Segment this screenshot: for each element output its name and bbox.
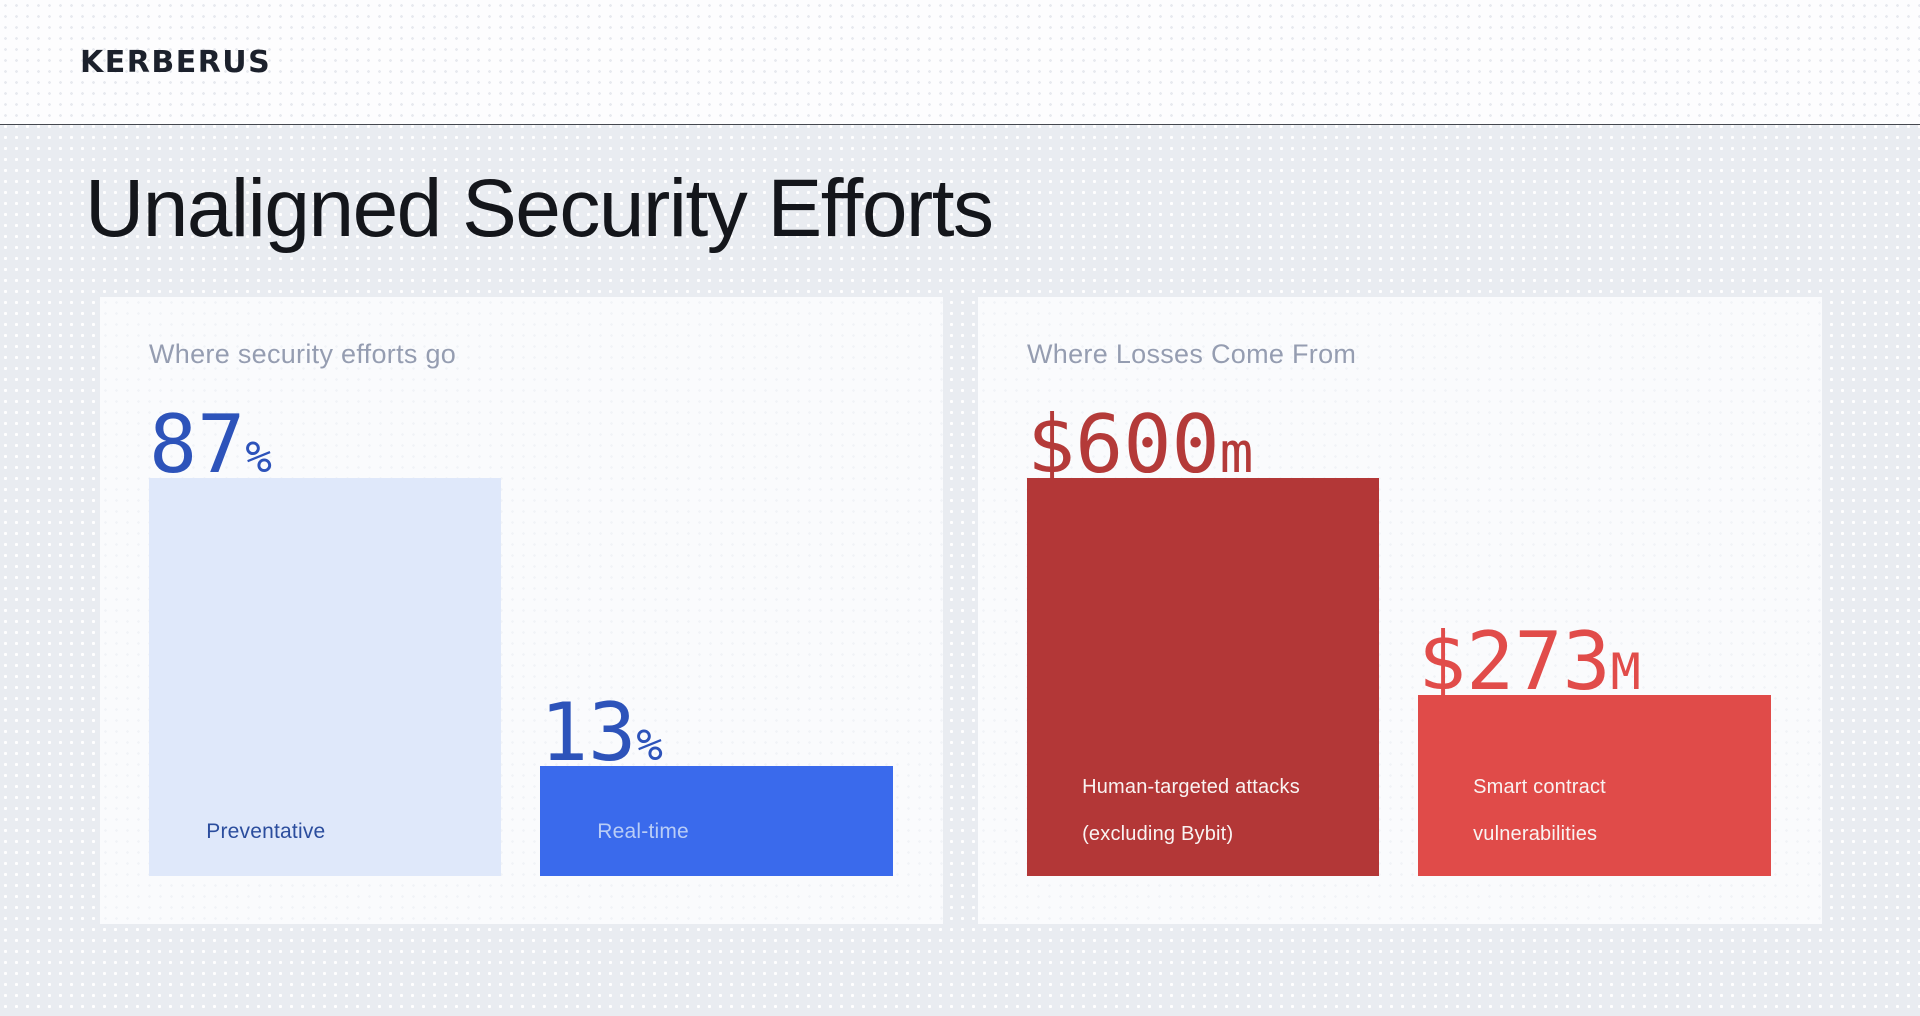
stat-suffix: % <box>245 432 272 483</box>
bar-label-line1: Preventative <box>206 820 326 844</box>
bar-label-line1: Real-time <box>597 820 689 844</box>
bar-label-line2: (excluding Bybit) <box>1082 822 1234 845</box>
bar-label-line1: Human-targeted attacks <box>1082 775 1300 798</box>
stat-suffix: m <box>1219 421 1254 486</box>
bar-label-real-time: Real-time <box>549 796 689 870</box>
bar-label-smart-contract: Smart contract vulnerabilities <box>1427 752 1606 870</box>
stat-number: 600 <box>1075 398 1220 491</box>
chart-panel-security-efforts: Where security efforts go 87% Preventati… <box>100 297 943 924</box>
bar-label-preventative: Preventative <box>158 796 325 870</box>
bar-label-line2: vulnerabilities <box>1473 822 1598 845</box>
bar-column-real-time: 13% Real-time <box>540 693 893 876</box>
bar-preventative: Preventative <box>149 478 501 876</box>
stat-suffix: M <box>1610 643 1641 701</box>
chart-title-security-efforts: Where security efforts go <box>149 339 457 369</box>
stat-prefix: $ <box>1027 398 1076 491</box>
bar-label-line1: Smart contract <box>1473 775 1606 798</box>
stat-number: 273 <box>1466 615 1611 708</box>
bar-real-time: Real-time <box>540 766 893 876</box>
bar-human-targeted: Human-targeted attacks (excluding Bybit) <box>1027 478 1379 876</box>
stat-prefix: $ <box>1418 615 1467 708</box>
chart-title-losses: Where Losses Come From <box>1027 339 1357 369</box>
stat-number: 87 <box>149 398 246 491</box>
stat-value-smart-contract: $273M <box>1418 622 1641 702</box>
bar-label-human-targeted: Human-targeted attacks (excluding Bybit) <box>1036 752 1300 870</box>
bar-smart-contract: Smart contract vulnerabilities <box>1418 695 1771 876</box>
stat-value-preventative: 87% <box>149 405 272 485</box>
stat-value-human-targeted: $600m <box>1027 405 1253 485</box>
bar-column-preventative: 87% Preventative <box>149 405 501 876</box>
kerberus-logo: KERBERUS <box>80 44 272 80</box>
header-bar: KERBERUS <box>0 0 1920 125</box>
stat-value-real-time: 13% <box>540 693 663 773</box>
stat-suffix: % <box>636 720 663 771</box>
chart-panel-losses: Where Losses Come From $600m Human-targe… <box>978 297 1822 924</box>
stat-number: 13 <box>540 686 637 779</box>
bar-column-human-targeted: $600m Human-targeted attacks (excluding … <box>1027 405 1379 876</box>
bar-column-smart-contract: $273M Smart contract vulnerabilities <box>1418 622 1771 876</box>
page-title: Unaligned Security Efforts <box>85 163 994 254</box>
